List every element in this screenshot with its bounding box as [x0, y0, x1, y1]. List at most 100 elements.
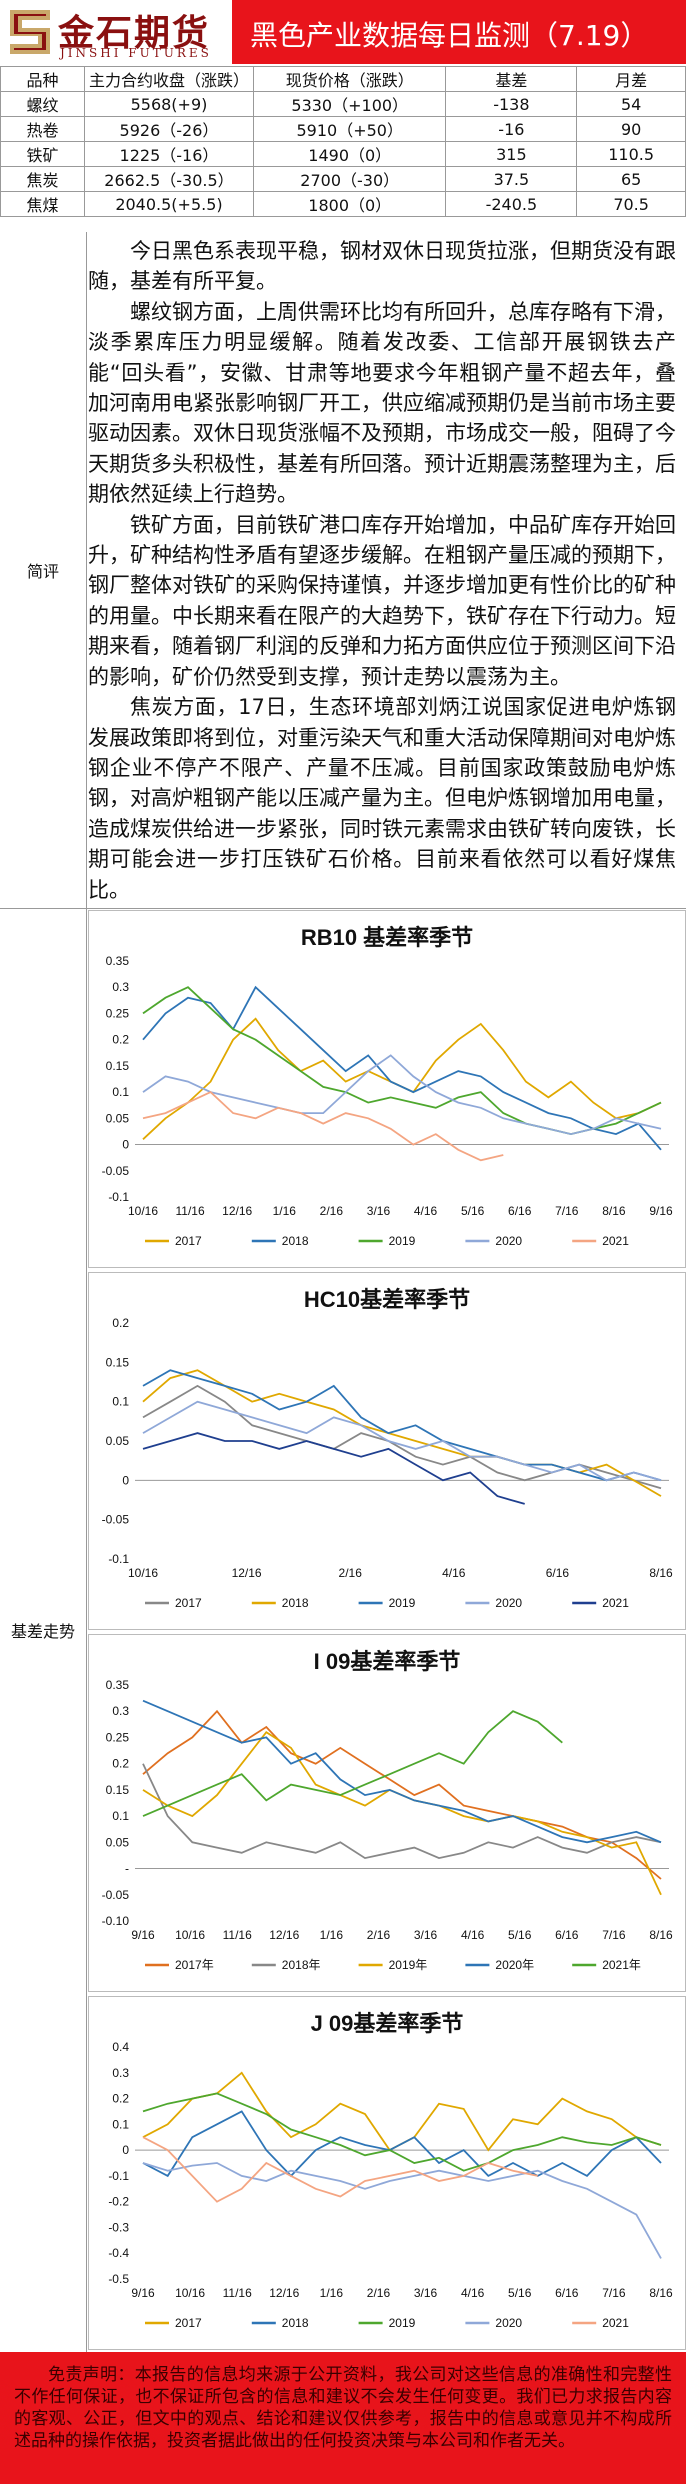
commentary-paragraph: 螺纹钢方面，上周供需环比均有所回升，总库存略有下滑，淡季累库压力明显缓解。随着发…: [88, 299, 676, 507]
legend-label: 2021: [602, 2316, 629, 2330]
table-cell: 5910（+50）: [252, 116, 447, 142]
y-tick-label: 0: [122, 2143, 129, 2157]
x-tick-label: 3/16: [367, 1204, 391, 1218]
x-tick-label: 10/16: [175, 2286, 205, 2300]
y-tick-label: 0.05: [106, 1835, 130, 1849]
basis-section: 基差走势 RB10 基差率季节 0.35 0.3 0.25 0.2 0.15 0.1 0.05…: [0, 908, 686, 2352]
y-tick-label: -0.4: [108, 2246, 129, 2260]
y-tick-label: 0.15: [106, 1059, 130, 1073]
header-bar: 金石期货 JINSHI FUTURES 黑色产业数据每日监测（7.19）: [0, 0, 686, 64]
x-tick-label: 5/16: [508, 1928, 532, 1942]
x-tick-label: 3/16: [414, 2286, 438, 2300]
chart-rb10: RB10 基差率季节 0.35 0.3 0.25 0.2 0.15 0.1 0.05 0 -0.0…: [88, 910, 686, 1268]
table-cell: 5926（-26）: [83, 116, 254, 142]
table-header-row: 品种 主力合约收盘（涨跌） 现货价格（涨跌） 基差 月差: [0, 66, 686, 92]
x-tick-label: 7/16: [602, 2286, 626, 2300]
series-line: [142, 1763, 662, 1860]
table-header-cell: 品种: [0, 66, 85, 92]
y-tick-label: 0.2: [112, 2092, 129, 2106]
y-tick-label: 0.25: [106, 1730, 130, 1744]
table-cell: 5330（+100）: [252, 91, 447, 117]
table-row: 焦炭 2662.5（-30.5） 2700（-30） 37.5 65: [0, 166, 686, 192]
x-tick-label: 1/16: [273, 1204, 297, 1218]
price-table: 品种 主力合约收盘（涨跌） 现货价格（涨跌） 基差 月差 螺纹 5568(+9)…: [0, 66, 686, 217]
table-header-cell: 月差: [576, 66, 686, 92]
legend-label: 2017: [175, 1234, 202, 1248]
x-tick-label: 11/16: [223, 2286, 252, 2300]
commentary-text: 今日黑色系表现平稳，钢材双休日现货拉涨，但期货没有跟随，基差有所平复。 螺纹钢方…: [88, 236, 676, 905]
x-tick-label: 3/16: [414, 1928, 438, 1942]
chart-title: J 09基差率季节: [311, 2011, 464, 2036]
commentary-label: 简评: [0, 232, 87, 908]
x-tick-label: 10/16: [128, 1566, 158, 1580]
table-cell: 铁矿: [0, 141, 85, 167]
y-tick-label: 0.1: [112, 1809, 129, 1823]
commentary-paragraph: 铁矿方面，目前铁矿港口库存开始增加，中品矿库存开始回升，矿种结构性矛盾有望逐步缓…: [88, 512, 676, 689]
series-line: [142, 1709, 662, 1880]
table-cell: 70.5: [576, 191, 686, 217]
series-line: [142, 1400, 662, 1482]
x-tick-label: 9/16: [131, 1928, 155, 1942]
y-tick-label: 0.2: [112, 1033, 129, 1047]
chart-j09: J 09基差率季节 0.4 0.3 0.2 0.1 0 -0.1 -0.2 -0.3 -0.4 -0…: [88, 1996, 686, 2350]
chart-j09-svg: J 09基差率季节 0.4 0.3 0.2 0.1 0 -0.1 -0.2 -0.3 -0.4 -0…: [108, 2011, 673, 2330]
series-line: [142, 2136, 538, 2203]
x-tick-label: 9/16: [649, 1204, 673, 1218]
series-line: [142, 986, 662, 1136]
y-tick-label: -0.3: [108, 2220, 129, 2234]
y-tick-label: 0.1: [112, 1085, 129, 1099]
table-row: 铁矿 1225（-16） 1490（0） 315 110.5: [0, 141, 686, 167]
table-row: 热卷 5926（-26） 5910（+50） -16 90: [0, 116, 686, 142]
series-line: [142, 1699, 662, 1844]
series-line: [142, 1091, 504, 1162]
legend-label: 2020: [495, 1234, 522, 1248]
legend-label: 2018年: [282, 1958, 321, 1972]
legend-label: 2019: [389, 1596, 416, 1610]
logo-chinese: 金石期货: [58, 13, 211, 54]
table-row: 焦煤 2040.5(+5.5) 1800（0） -240.5 70.5: [0, 191, 686, 217]
table-cell: -240.5: [445, 191, 578, 217]
x-tick-label: 9/16: [131, 2286, 155, 2300]
x-tick-label: 4/16: [442, 1566, 466, 1580]
table-cell: 焦煤: [0, 191, 85, 217]
legend-label: 2020: [495, 2316, 522, 2330]
x-tick-label: 12/16: [232, 1566, 262, 1580]
commentary-paragraph: 焦炭方面，17日，生态环境部刘炳江说国家促进电炉炼钢发展政策即将到位，对重污染天…: [88, 695, 676, 902]
table-cell: 2040.5(+5.5): [83, 191, 254, 217]
chart-title: I 09基差率季节: [314, 1649, 461, 1674]
page-title: 黑色产业数据每日监测（7.19）: [250, 19, 649, 52]
y-tick-label: 0: [122, 1473, 129, 1487]
logo-mark-icon: [10, 10, 50, 54]
chart-rb10-svg: RB10 基差率季节 0.35 0.3 0.25 0.2 0.15 0.1 0.05 0 -0.0…: [102, 925, 673, 1248]
series-line: [142, 1369, 662, 1482]
table-header-cell: 现货价格（涨跌）: [252, 66, 447, 92]
table-cell: 54: [576, 91, 686, 117]
y-tick-label: -0.05: [102, 1513, 130, 1527]
table-cell: 热卷: [0, 116, 85, 142]
series-line: [142, 2110, 662, 2178]
table-cell: 315: [445, 141, 578, 167]
y-tick-label: 0.05: [106, 1434, 130, 1448]
y-tick-label: 0.15: [106, 1355, 130, 1369]
table-cell: 螺纹: [0, 91, 85, 117]
legend-label: 2021: [602, 1596, 629, 1610]
x-tick-label: 8/16: [602, 1204, 626, 1218]
table-cell: 焦炭: [0, 166, 85, 192]
y-tick-label: -: [125, 1862, 129, 1876]
y-tick-label: -0.05: [102, 1888, 130, 1902]
x-tick-label: 11/16: [176, 1204, 205, 1218]
y-tick-label: 0.25: [106, 1006, 130, 1020]
x-tick-label: 10/16: [128, 1204, 158, 1218]
y-tick-label: 0.4: [112, 2040, 129, 2054]
commentary-paragraph: 今日黑色系表现平稳，钢材双休日现货拉涨，但期货没有跟随，基差有所平复。: [88, 239, 676, 294]
x-tick-label: 2/16: [320, 1204, 344, 1218]
x-tick-label: 8/16: [649, 2286, 673, 2300]
y-tick-label: 0.1: [112, 2117, 129, 2131]
y-tick-label: 0.3: [112, 1704, 129, 1718]
chart-hc10: HC10基差率季节 0.2 0.15 0.1 0.05 0 -0.05 -0.1 10/16 12…: [88, 1272, 686, 1630]
legend-label: 2019: [389, 1234, 416, 1248]
y-tick-label: -0.5: [108, 2272, 129, 2286]
x-tick-label: 4/16: [414, 1204, 438, 1218]
y-tick-label: -0.10: [102, 1914, 130, 1928]
legend-label: 2018: [282, 2316, 309, 2330]
